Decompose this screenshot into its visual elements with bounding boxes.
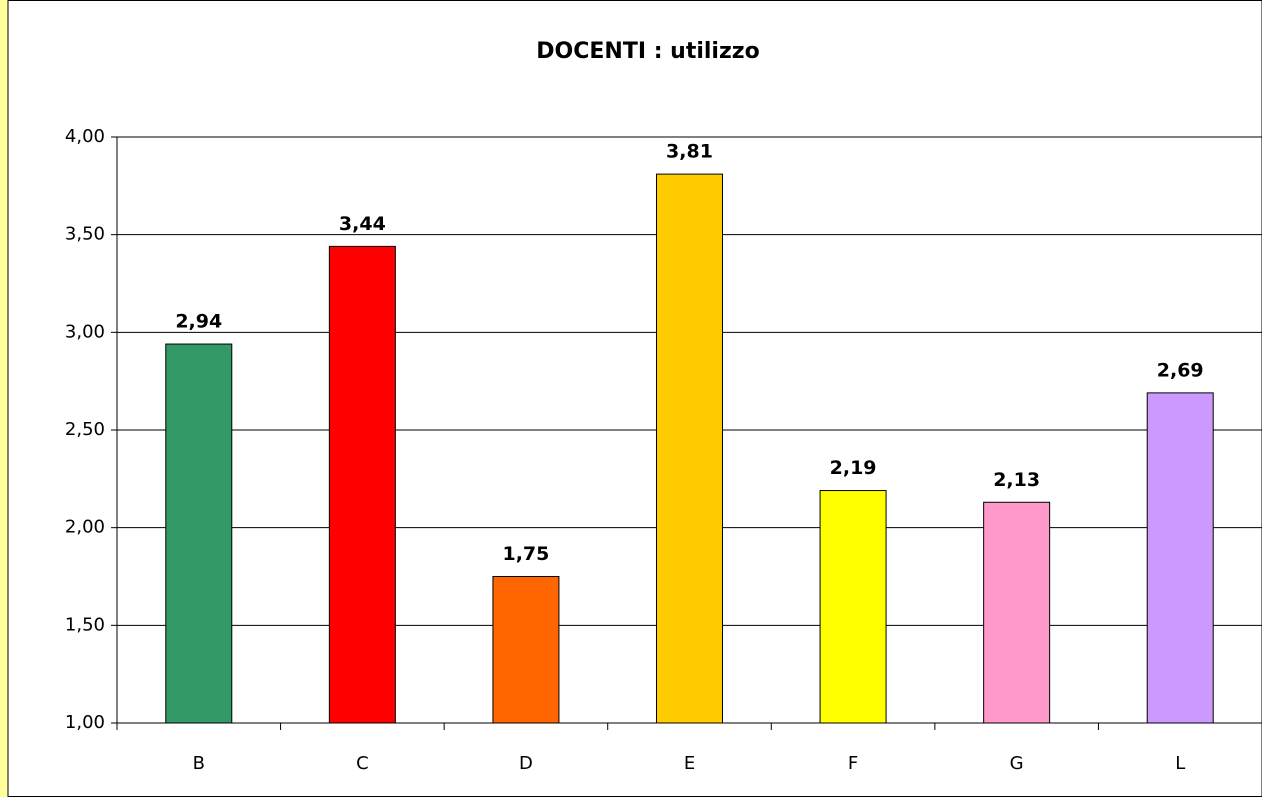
x-tick-label: E bbox=[684, 753, 695, 774]
y-tick-label: 2,00 bbox=[65, 517, 105, 538]
data-label: 3,44 bbox=[339, 213, 386, 235]
x-tick-label: G bbox=[1010, 753, 1024, 774]
data-label: 2,19 bbox=[830, 457, 877, 479]
x-tick-label: D bbox=[519, 753, 533, 774]
data-label: 3,81 bbox=[666, 141, 713, 163]
bar bbox=[328, 245, 396, 724]
y-tick-label: 4,00 bbox=[65, 126, 105, 147]
y-tick-label: 3,50 bbox=[65, 224, 105, 245]
x-tick-label: C bbox=[356, 753, 369, 774]
bar bbox=[1146, 392, 1214, 724]
bar bbox=[656, 173, 723, 724]
x-tick-label: F bbox=[848, 753, 858, 774]
data-label: 2,69 bbox=[1157, 359, 1204, 381]
x-tick-label: B bbox=[193, 753, 205, 774]
y-tick-label: 1,50 bbox=[65, 614, 105, 635]
x-tick-label: L bbox=[1175, 753, 1185, 774]
data-label: 2,13 bbox=[993, 469, 1040, 491]
bar bbox=[492, 576, 560, 724]
y-tick-label: 3,00 bbox=[65, 321, 105, 342]
data-label: 2,94 bbox=[175, 311, 222, 333]
data-label: 1,75 bbox=[502, 543, 549, 565]
chart-title: DOCENTI : utilizzo bbox=[536, 39, 759, 64]
y-tick-label: 2,50 bbox=[65, 419, 105, 440]
bar bbox=[819, 490, 887, 724]
bar bbox=[165, 343, 233, 724]
bar bbox=[983, 501, 1051, 724]
y-tick-label: 1,00 bbox=[65, 712, 105, 733]
